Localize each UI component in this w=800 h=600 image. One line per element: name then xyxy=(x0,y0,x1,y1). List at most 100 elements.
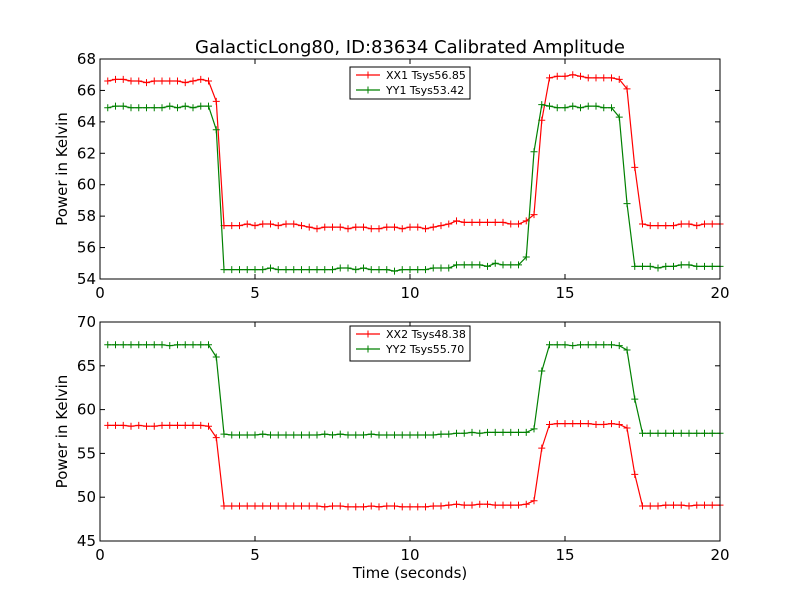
data-point xyxy=(553,420,561,428)
data-point xyxy=(336,430,344,438)
data-point xyxy=(577,341,584,349)
data-point xyxy=(212,126,220,134)
data-point xyxy=(166,102,174,110)
data-point xyxy=(546,420,553,428)
data-point xyxy=(344,503,352,511)
data-point xyxy=(484,500,491,508)
data-point xyxy=(251,266,259,274)
legend-item: XX1 Tsys56.85 xyxy=(356,69,466,82)
data-point xyxy=(236,431,243,439)
data-point xyxy=(592,341,600,349)
data-point xyxy=(499,261,507,269)
data-point xyxy=(453,261,460,269)
data-point xyxy=(561,341,569,349)
data-point xyxy=(329,266,336,274)
data-point xyxy=(119,341,127,349)
data-point xyxy=(228,431,236,439)
data-point xyxy=(546,341,553,349)
data-point xyxy=(406,431,414,439)
data-point xyxy=(251,222,259,230)
data-point xyxy=(515,261,522,269)
data-point xyxy=(189,341,197,349)
legend-box xyxy=(349,66,471,100)
data-point xyxy=(693,501,701,509)
data-point xyxy=(530,211,538,219)
data-point xyxy=(685,261,693,269)
data-point xyxy=(290,220,298,228)
data-point xyxy=(352,223,360,231)
data-point xyxy=(243,502,251,510)
data-point xyxy=(243,431,251,439)
data-point xyxy=(484,428,491,436)
y-tick-label: 56 xyxy=(77,239,96,257)
data-point xyxy=(445,220,453,228)
data-point xyxy=(507,501,515,509)
data-point xyxy=(398,266,406,274)
data-point xyxy=(530,497,538,505)
data-point xyxy=(437,502,445,510)
data-point xyxy=(515,220,522,228)
legend-marker xyxy=(364,86,372,94)
data-point xyxy=(646,262,654,270)
data-point xyxy=(112,341,119,349)
series-1-1 xyxy=(104,71,724,233)
data-point xyxy=(236,222,243,230)
x-tick-label: 5 xyxy=(250,284,260,302)
y-tick-label: 55 xyxy=(77,444,96,462)
data-point xyxy=(553,72,561,80)
data-point xyxy=(515,428,522,436)
x-tick-label: 15 xyxy=(555,284,574,302)
data-point xyxy=(530,425,538,433)
data-point xyxy=(383,223,391,231)
y-tick-label: 64 xyxy=(77,113,96,131)
data-point xyxy=(298,266,305,274)
data-point xyxy=(577,72,584,80)
data-point xyxy=(375,266,383,274)
data-point xyxy=(220,266,228,274)
x-tick-label: 0 xyxy=(95,546,105,564)
data-point xyxy=(670,429,677,437)
y-tick-label: 45 xyxy=(77,532,96,550)
data-point xyxy=(228,266,236,274)
data-point xyxy=(251,502,259,510)
data-point xyxy=(344,264,352,272)
data-point xyxy=(321,430,329,438)
data-point xyxy=(569,102,577,110)
data-point xyxy=(429,223,437,231)
data-point xyxy=(701,429,708,437)
data-point xyxy=(546,102,553,110)
data-point xyxy=(631,470,639,478)
data-point xyxy=(646,222,654,230)
data-point xyxy=(267,431,274,439)
data-point xyxy=(375,503,383,511)
data-point xyxy=(584,74,592,82)
x-tick-label: 20 xyxy=(710,546,729,564)
data-point xyxy=(305,502,313,510)
data-point xyxy=(282,266,290,274)
data-point xyxy=(352,503,360,511)
data-point xyxy=(236,502,243,510)
data-point xyxy=(383,502,391,510)
data-point xyxy=(608,341,615,349)
data-point xyxy=(685,429,693,437)
data-point xyxy=(158,77,166,85)
data-point xyxy=(429,431,437,439)
data-point xyxy=(274,431,282,439)
data-point xyxy=(546,74,553,82)
legend-item: XX2 Tsys48.38 xyxy=(356,328,466,341)
data-point xyxy=(360,264,367,272)
data-point xyxy=(522,428,530,436)
data-point xyxy=(205,77,212,85)
data-point xyxy=(398,503,406,511)
data-point xyxy=(569,420,577,428)
data-point xyxy=(422,225,429,233)
data-point xyxy=(150,104,158,112)
data-point xyxy=(367,225,375,233)
data-point xyxy=(677,501,685,509)
data-point xyxy=(639,502,646,510)
data-point xyxy=(654,502,662,510)
data-point xyxy=(468,218,476,226)
data-point xyxy=(127,104,135,112)
y-axis-label: Power in Kelvin xyxy=(53,112,71,226)
data-point xyxy=(476,218,484,226)
